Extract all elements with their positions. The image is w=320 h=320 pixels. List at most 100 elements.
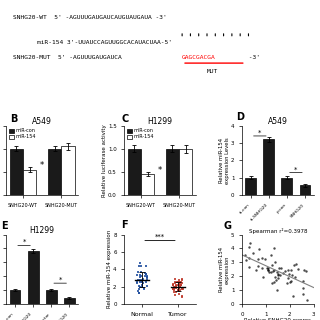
Point bbox=[274, 270, 279, 275]
Text: *: * bbox=[158, 166, 162, 175]
Point bbox=[257, 246, 262, 251]
Point bbox=[255, 256, 260, 261]
Point bbox=[172, 281, 178, 286]
Point bbox=[177, 291, 182, 296]
Point bbox=[134, 279, 140, 284]
Point bbox=[144, 276, 149, 281]
Point bbox=[251, 251, 256, 256]
Text: *: * bbox=[258, 130, 261, 136]
Bar bbox=[282, 178, 292, 195]
Point bbox=[283, 268, 288, 273]
Point bbox=[174, 284, 179, 290]
Point bbox=[289, 279, 294, 284]
Text: D: D bbox=[236, 112, 244, 122]
Point bbox=[270, 268, 275, 274]
Point bbox=[172, 288, 177, 293]
Point bbox=[177, 288, 182, 293]
Point bbox=[170, 283, 175, 288]
Point bbox=[142, 286, 147, 292]
Point bbox=[178, 282, 183, 287]
Point bbox=[266, 266, 271, 271]
Y-axis label: Relative miR-154
expression: Relative miR-154 expression bbox=[219, 247, 230, 292]
Point bbox=[138, 277, 143, 282]
Point bbox=[143, 271, 148, 276]
Point bbox=[260, 256, 265, 261]
Point bbox=[174, 285, 179, 291]
Point bbox=[260, 274, 266, 279]
Point bbox=[177, 285, 182, 291]
Bar bbox=[48, 149, 61, 195]
Point bbox=[285, 268, 290, 273]
Point bbox=[247, 255, 252, 260]
Title: A549: A549 bbox=[32, 116, 52, 125]
Point bbox=[177, 277, 182, 282]
Bar bbox=[10, 149, 23, 195]
Bar bbox=[46, 290, 57, 304]
Point bbox=[271, 246, 276, 251]
Title: A549: A549 bbox=[268, 116, 288, 125]
Text: E: E bbox=[1, 221, 7, 231]
Point bbox=[137, 284, 142, 290]
Point bbox=[177, 280, 182, 285]
Bar bbox=[28, 251, 38, 304]
Text: ***: *** bbox=[155, 234, 165, 240]
Point bbox=[302, 267, 307, 272]
Point bbox=[137, 286, 142, 292]
Title: H1299: H1299 bbox=[30, 226, 55, 235]
Point bbox=[138, 275, 143, 280]
Point bbox=[276, 275, 281, 280]
Point bbox=[242, 252, 247, 258]
Point bbox=[271, 279, 276, 284]
Point bbox=[141, 286, 147, 291]
Point bbox=[177, 279, 182, 284]
Point bbox=[145, 275, 150, 280]
Point bbox=[276, 271, 281, 276]
Point bbox=[177, 283, 182, 288]
Point bbox=[253, 268, 259, 273]
Title: Spearman r²=0.3978: Spearman r²=0.3978 bbox=[249, 228, 307, 234]
Text: GAGCGACGA: GAGCGACGA bbox=[182, 55, 216, 60]
Point bbox=[176, 287, 181, 292]
Point bbox=[144, 271, 149, 276]
Point bbox=[267, 269, 272, 274]
Point bbox=[180, 286, 185, 292]
Point bbox=[292, 262, 297, 267]
Point bbox=[140, 279, 145, 284]
Text: F: F bbox=[121, 220, 127, 230]
Point bbox=[180, 294, 185, 300]
Point bbox=[170, 283, 175, 288]
Point bbox=[179, 282, 184, 287]
Point bbox=[180, 285, 185, 290]
Point bbox=[138, 280, 143, 285]
Point bbox=[136, 269, 141, 274]
Point bbox=[174, 279, 179, 284]
Point bbox=[173, 283, 179, 288]
Bar bbox=[141, 174, 154, 195]
Bar bbox=[10, 290, 20, 304]
Point bbox=[143, 270, 148, 276]
Point bbox=[269, 252, 274, 258]
Text: SNHG20-WT  5' -AGUUUGAUGAUCAUGUAUGAUA -3': SNHG20-WT 5' -AGUUUGAUGAUCAUGUAUGAUA -3' bbox=[12, 15, 166, 20]
X-axis label: Relative SNHG20 expres.: Relative SNHG20 expres. bbox=[244, 318, 312, 320]
Text: miR-154 3'-UUAUCCAGUUGGCACAUACUAA-5': miR-154 3'-UUAUCCAGUUGGCACAUACUAA-5' bbox=[37, 40, 172, 45]
Point bbox=[170, 281, 175, 286]
Point bbox=[135, 272, 140, 277]
Point bbox=[173, 289, 179, 294]
Bar bbox=[166, 149, 179, 195]
Point bbox=[276, 265, 282, 270]
Point bbox=[277, 272, 282, 277]
Point bbox=[180, 280, 185, 285]
Point bbox=[143, 279, 148, 284]
Point bbox=[137, 290, 142, 295]
Point bbox=[180, 286, 185, 292]
Point bbox=[145, 274, 150, 279]
Point bbox=[274, 278, 279, 283]
Point bbox=[178, 284, 183, 289]
Point bbox=[140, 280, 145, 285]
Point bbox=[171, 290, 176, 295]
Text: C: C bbox=[122, 114, 129, 124]
Point bbox=[244, 257, 249, 262]
Point bbox=[172, 292, 177, 298]
Point bbox=[274, 287, 279, 292]
Point bbox=[177, 282, 182, 287]
